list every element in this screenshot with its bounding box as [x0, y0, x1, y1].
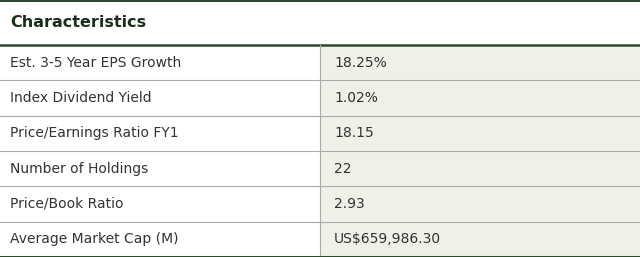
Text: Index Dividend Yield: Index Dividend Yield — [10, 91, 152, 105]
Bar — [320, 186, 640, 222]
Text: Characteristics: Characteristics — [10, 15, 147, 30]
Bar — [0, 80, 320, 116]
Bar — [0, 45, 320, 80]
Bar — [320, 80, 640, 116]
Bar — [0, 186, 320, 222]
Text: US$659,986.30: US$659,986.30 — [334, 232, 441, 246]
Text: Number of Holdings: Number of Holdings — [10, 162, 148, 176]
Bar — [320, 116, 640, 151]
Text: Est. 3-5 Year EPS Growth: Est. 3-5 Year EPS Growth — [10, 56, 182, 70]
Text: 18.25%: 18.25% — [334, 56, 387, 70]
Text: Price/Earnings Ratio FY1: Price/Earnings Ratio FY1 — [10, 126, 179, 140]
Bar — [0, 151, 320, 186]
Text: 2.93: 2.93 — [334, 197, 365, 211]
Bar — [320, 222, 640, 257]
Text: Price/Book Ratio: Price/Book Ratio — [10, 197, 124, 211]
Text: 22: 22 — [334, 162, 351, 176]
Text: Average Market Cap (M): Average Market Cap (M) — [10, 232, 179, 246]
Bar — [0, 116, 320, 151]
Bar — [0, 0, 640, 45]
Text: 1.02%: 1.02% — [334, 91, 378, 105]
Bar — [320, 151, 640, 186]
Bar — [0, 222, 320, 257]
Bar — [320, 45, 640, 80]
Text: 18.15: 18.15 — [334, 126, 374, 140]
